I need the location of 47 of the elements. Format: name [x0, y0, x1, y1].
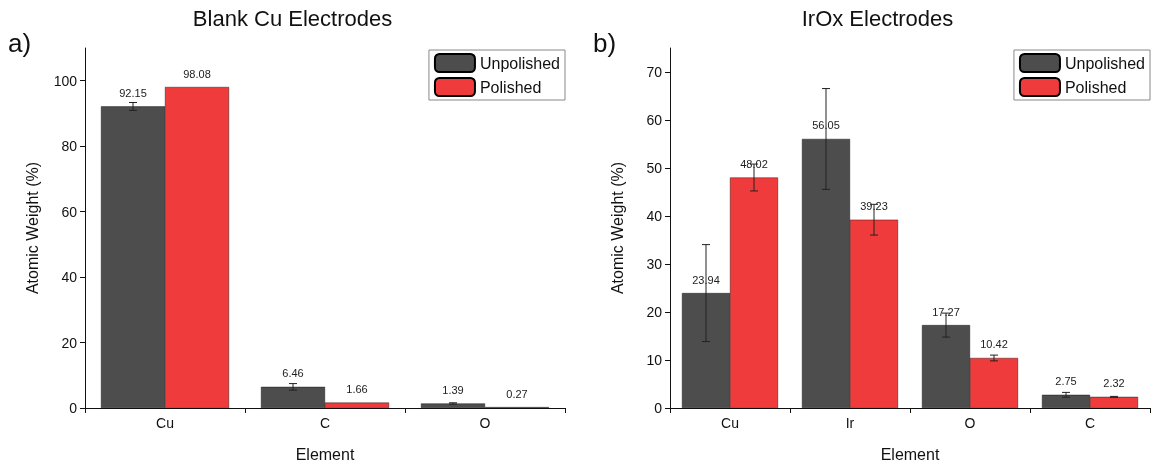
text: a): [8, 28, 32, 58]
x-axis-title: Element: [880, 445, 940, 463]
x-tick-label: Cu: [721, 415, 739, 431]
y-tick-label: 20: [61, 334, 78, 351]
y-axis-title: Atomic Weight (%): [23, 161, 41, 295]
legend-label: Unpolished: [1064, 54, 1146, 72]
x-tick-label: Cu: [156, 415, 174, 431]
data-label: 1.66: [346, 383, 368, 396]
y-tick-label: 50: [646, 160, 663, 176]
y-tick-label: 0: [654, 400, 663, 416]
y-tick-label: 0: [69, 400, 78, 416]
data-label: 56.05: [812, 119, 840, 132]
chart-title: IrOx Electrodes: [801, 5, 954, 31]
data-label: 6.46: [282, 367, 304, 380]
x-axis-title: Element: [295, 445, 355, 463]
data-label: 2.75: [1055, 375, 1077, 388]
data-label: 1.39: [442, 383, 464, 396]
data-label: 98.08: [183, 67, 211, 80]
text: b): [593, 28, 617, 58]
legend-label: Unpolished: [479, 54, 561, 72]
x-tick-label: O: [964, 415, 976, 431]
x-tick-label: C: [1084, 415, 1096, 431]
data-label: 92.15: [119, 86, 147, 99]
data-label: 2.32: [1103, 377, 1125, 390]
y-tick-label: 10: [646, 352, 663, 368]
y-tick-label: 70: [646, 64, 663, 80]
y-tick-label: 100: [53, 72, 78, 89]
legend-label: Polished: [479, 78, 542, 96]
y-tick-label: 60: [646, 112, 663, 128]
x-tick-label: C: [319, 415, 331, 431]
y-tick-label: 20: [646, 304, 663, 320]
chart-title: Blank Cu Electrodes: [192, 5, 393, 31]
data-label: 48.02: [740, 158, 768, 170]
data-label: 17.27: [932, 305, 960, 318]
data-label: 39.23: [860, 200, 888, 213]
y-tick-label: 40: [646, 208, 663, 224]
y-tick-label: 30: [646, 256, 663, 272]
x-tick-label: Ir: [845, 415, 855, 431]
y-tick-label: 40: [61, 269, 78, 286]
y-axis-title: Atomic Weight (%): [608, 161, 626, 295]
data-label: 0.27: [506, 387, 528, 400]
data-label: 10.42: [980, 338, 1008, 351]
y-tick-label: 80: [61, 138, 78, 155]
legend-label: Polished: [1064, 78, 1127, 96]
x-tick-label: O: [479, 415, 491, 431]
y-tick-label: 60: [61, 203, 78, 220]
data-label: 23.94: [692, 273, 720, 286]
